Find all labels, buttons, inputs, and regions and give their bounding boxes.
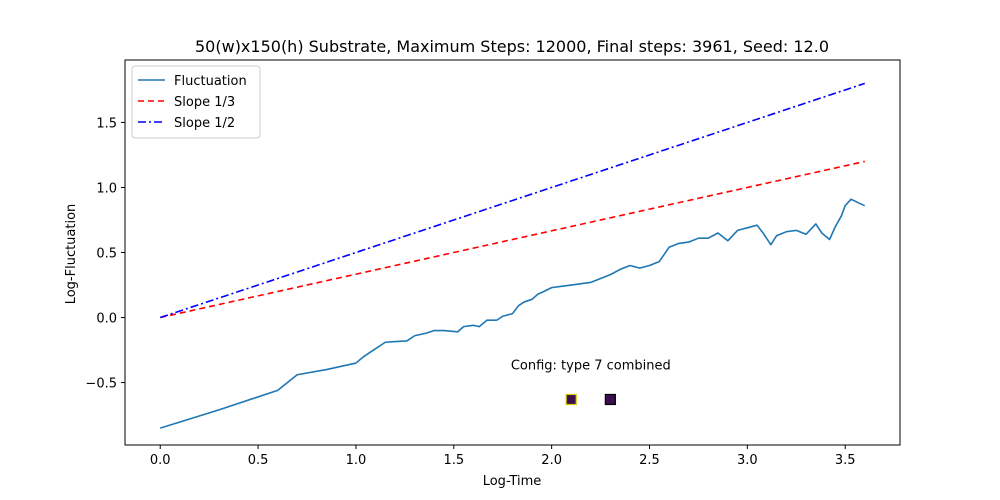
x-tick-label: 3.0 — [737, 453, 758, 468]
x-tick-label: 2.0 — [541, 453, 562, 468]
y-tick-label: 1.0 — [96, 181, 117, 196]
axes-layer: 0.0 0.5 1.0 1.5 2.0 2.5 3.0 3.5 −0.5 0.0 0.5 1.0 1.5 — [85, 59, 901, 468]
y-tick-label: 0.5 — [96, 247, 117, 262]
y-tick-label: 1.5 — [96, 116, 117, 131]
x-tick-label: 0.0 — [150, 453, 171, 468]
x-tick-label: 1.5 — [443, 453, 464, 468]
series-line-3 — [159, 82, 866, 319]
y-tick-label: 0.0 — [96, 312, 117, 327]
x-axis-label: Log-Time — [483, 474, 542, 489]
series-line-2 — [160, 160, 865, 319]
series-layer — [159, 82, 866, 429]
x-tick-label: 3.5 — [835, 453, 856, 468]
x-tick-label: 0.5 — [248, 453, 269, 468]
legend-entry-1: Fluctuation — [174, 74, 247, 89]
legend-box — [131, 65, 261, 139]
x-tick-label: 1.0 — [346, 453, 367, 468]
y-axis-label: Log-Fluctuation — [64, 204, 79, 305]
config-marker-2 — [604, 393, 616, 406]
x-tick-label: 2.5 — [639, 453, 660, 468]
legend-entry-3: Slope 1/2 — [174, 116, 235, 131]
y-tick-label: −0.5 — [85, 377, 117, 392]
legend-entry-2: Slope 1/3 — [174, 95, 235, 110]
chart-title: 50(w)x150(h) Substrate, Maximum Steps: 1… — [195, 37, 829, 56]
legend: Fluctuation Slope 1/3 Slope 1/2 — [131, 65, 261, 139]
series-line-1 — [159, 198, 866, 429]
config-annotation: Config: type 7 combined — [511, 359, 671, 374]
config-marker-1 — [565, 393, 577, 406]
annotation-layer: Config: type 7 combined — [511, 359, 671, 406]
